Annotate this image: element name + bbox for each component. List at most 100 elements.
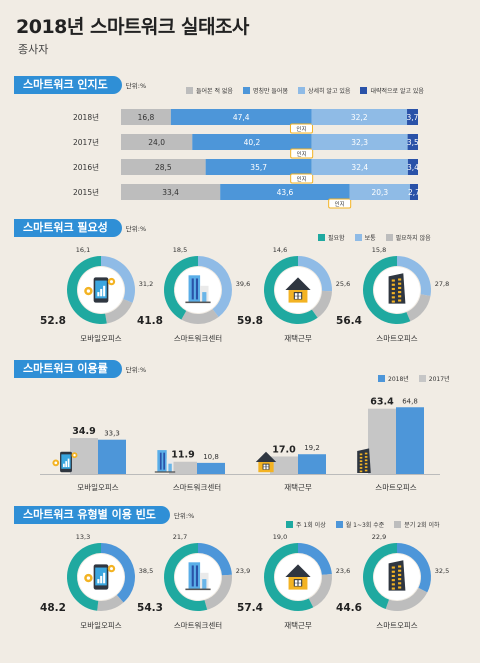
necessity-donut-slice [311,290,332,318]
necessity-item-name: 스마트워크센터 [174,333,222,343]
necessity-primary-value: 56.4 [336,315,362,327]
section-title-frequency: 스마트워크 유형별 이용 빈도 [14,506,170,524]
awareness-category-label: 2018년 [73,112,99,122]
unit-label-frequency: 단위:% [173,512,195,520]
usage-legend-label: 2017년 [428,376,450,383]
frequency-primary-value: 54.3 [137,602,163,614]
necessity-tertiary-value: 16,1 [76,246,90,254]
frequency-item-name: 스마트오피스 [376,621,417,630]
necessity-donut-slice [298,256,332,292]
frequency-legend-label: 월 1~3회 수준 [345,522,385,529]
frequency-secondary-value: 23,6 [336,567,350,575]
necessity-legend-label: 필요하지 않음 [395,235,431,242]
necessity-secondary-value: 31,2 [139,280,153,288]
usage-legend-item: 2017년 [418,374,450,383]
office-building-icon [185,275,211,304]
necessity-secondary-value: 25,6 [336,280,350,288]
usage-label-2017: 63.4 [370,397,394,408]
awareness-legend-swatch [186,87,193,94]
usage-category-label: 재택근무 [284,482,312,492]
legend-awareness: 들어본 적 없음 명칭만 들어봄 상세히 알고 있음 대략적으로 알고 있음 [186,86,424,95]
usage-category-label: 스마트오피스 [375,483,416,492]
awareness-bar-segment [349,184,410,200]
awareness-data-label: 3,4 [407,163,419,172]
house-icon [285,564,311,590]
awareness-legend-label: 명칭만 들어봄 [252,88,288,95]
frequency-tertiary-value: 21,7 [173,533,187,541]
necessity-legend-swatch [354,234,362,241]
frequency-donut-slice [204,574,232,610]
awareness-data-label: 32,2 [351,113,368,122]
frequency-legend-swatch [335,521,343,528]
necessity-item-name: 스마트오피스 [376,334,417,343]
awareness-legend-swatch [297,87,305,94]
awareness-badge-label: 인지 [297,175,307,183]
frequency-legend-label: 주 1회 이상 [296,522,326,529]
awareness-bar-segment [311,109,408,125]
awareness-badge [290,148,314,159]
awareness-badge [328,198,352,209]
usage-bar-2018 [396,407,424,474]
frequency-tertiary-value: 22,9 [372,533,386,541]
awareness-bar-segment [409,184,418,200]
awareness-data-label: 2,7 [408,188,420,197]
necessity-legend-swatch [385,234,393,241]
unit-label-awareness: 단위:% [125,82,147,90]
frequency-primary-value: 48.2 [40,602,66,614]
frequency-legend-item: 월 1~3회 수준 [335,520,385,529]
frequency-tertiary-value: 13,3 [76,533,90,541]
necessity-donut-slice [406,294,431,322]
awareness-badge-label: 인지 [297,150,307,158]
section-title-usage: 스마트워크 이용률 [14,360,122,378]
awareness-data-label: 3,7 [407,113,419,122]
unit-label-necessity: 단위:% [125,225,147,233]
awareness-legend-item: 상세히 알고 있음 [297,86,350,95]
awareness-badge-label: 인지 [335,200,345,208]
frequency-donut-slice [164,543,208,611]
frequency-legend-swatch [286,521,293,528]
frequency-tertiary-value: 19,0 [273,533,287,541]
awareness-bar-segment [121,109,171,125]
necessity-donut-slice [198,256,232,318]
frequency-donut-slice [101,543,135,603]
awareness-bar-segment [170,109,312,125]
necessity-primary-value: 41.8 [137,315,163,327]
awareness-bar-segment [407,109,418,125]
usage-bar-2017 [270,456,298,474]
frequency-legend-label: 분기 2회 이하 [404,522,440,529]
awareness-legend-swatch [360,87,368,94]
usage-label-2018: 10,8 [203,453,219,461]
section-title-awareness: 스마트워크 인지도 [14,76,122,94]
usage-category-label: 모바일오피스 [77,482,118,492]
section-header-usage: 스마트워크 이용률 단위:% [14,360,146,378]
awareness-badge [290,173,314,184]
frequency-donut-slice [198,543,232,576]
necessity-legend-item: 필요하지 않음 [385,233,431,242]
awareness-bar-segment [311,159,408,175]
awareness-badge-label: 인지 [296,125,306,133]
frequency-primary-value: 57.4 [237,602,263,614]
necessity-legend-item: 필요함 [318,233,345,242]
awareness-data-label: 43,6 [277,188,294,197]
frequency-donut-slice [263,543,314,612]
necessity-legend-label: 보통 [364,235,376,242]
usage-label-2018: 33,3 [104,430,120,438]
awareness-legend-item: 들어본 적 없음 [186,86,233,95]
necessity-donut-slice [397,256,431,296]
smartphone-icon [52,451,78,473]
section-title-necessity: 스마트워크 필요성 [14,219,122,237]
necessity-legend-item: 보통 [354,233,376,242]
awareness-data-label: 32,4 [351,163,368,172]
usage-bar-2017 [368,408,396,474]
smartphone-icon [84,564,116,590]
awareness-bar-segment [407,159,418,175]
awareness-data-label: 33,4 [162,188,179,197]
usage-label-2017: 34.9 [72,426,95,437]
necessity-tertiary-value: 18,5 [173,246,187,254]
frequency-donut-slice [385,587,428,611]
frequency-donut-slice [397,543,431,593]
usage-label-2018: 19,2 [304,444,320,452]
house-icon [285,277,311,303]
frequency-primary-value: 44.6 [336,602,362,614]
